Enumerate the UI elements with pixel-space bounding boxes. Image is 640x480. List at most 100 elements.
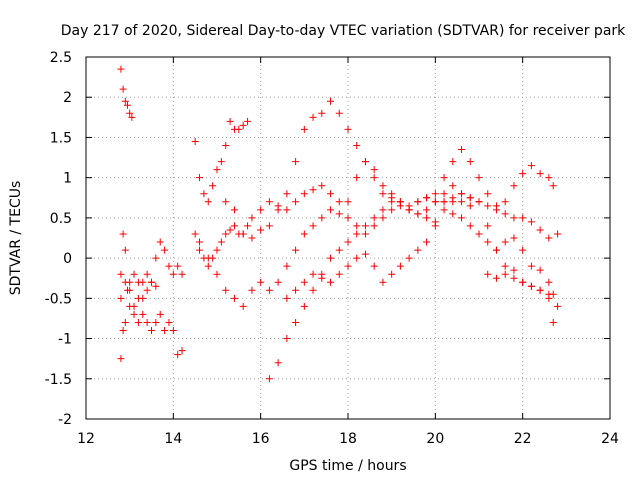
data-point <box>449 158 457 166</box>
data-point <box>119 327 127 335</box>
data-point <box>405 254 413 262</box>
data-point <box>126 109 134 117</box>
data-point <box>126 302 134 310</box>
data-point <box>475 174 483 182</box>
data-point <box>128 113 136 121</box>
data-point <box>248 214 256 222</box>
data-point <box>152 318 160 326</box>
plot-frame <box>85 56 611 420</box>
data-point <box>405 206 413 214</box>
data-point <box>248 234 256 242</box>
data-point <box>300 302 308 310</box>
data-point <box>196 174 204 182</box>
data-point <box>130 270 138 278</box>
data-point <box>283 206 291 214</box>
y-tick-label: 1.5 <box>50 130 72 146</box>
data-point <box>165 262 173 270</box>
data-point <box>545 174 553 182</box>
data-point <box>119 230 127 238</box>
data-point <box>265 375 273 383</box>
data-point <box>510 214 518 222</box>
data-point <box>475 198 483 206</box>
data-point <box>222 198 230 206</box>
data-point <box>174 351 182 359</box>
data-point <box>501 210 509 218</box>
data-point <box>292 246 300 254</box>
data-point <box>217 158 225 166</box>
data-point <box>239 230 247 238</box>
data-point <box>191 137 199 145</box>
data-point <box>300 230 308 238</box>
data-point <box>510 182 518 190</box>
data-point <box>361 158 369 166</box>
data-point <box>361 222 369 230</box>
data-point <box>152 282 160 290</box>
data-point <box>344 198 352 206</box>
data-point <box>117 355 125 363</box>
data-point <box>554 302 562 310</box>
data-point <box>536 226 544 234</box>
data-point <box>484 238 492 246</box>
x-tick-label: 12 <box>77 431 95 447</box>
data-point <box>283 190 291 198</box>
data-point <box>230 206 238 214</box>
data-point <box>239 302 247 310</box>
data-point <box>344 262 352 270</box>
data-point <box>156 238 164 246</box>
data-point <box>353 141 361 149</box>
tick-layer: 12 14 16 18 20 22 24 -2 -1.5 -1 -0.5 0 0.5 1 1.5 2 2.5 <box>45 50 619 447</box>
data-point <box>327 206 335 214</box>
data-point <box>335 198 343 206</box>
data-point <box>257 226 265 234</box>
data-point <box>209 182 217 190</box>
data-point <box>510 234 518 242</box>
data-point <box>130 310 138 318</box>
data-point <box>126 286 134 294</box>
data-point <box>265 198 273 206</box>
data-point <box>148 278 155 286</box>
data-point <box>466 158 474 166</box>
data-point <box>169 270 177 278</box>
data-point <box>379 190 387 198</box>
data-marks <box>117 65 562 383</box>
data-point <box>161 327 169 335</box>
data-point <box>309 286 317 294</box>
data-point <box>309 186 317 194</box>
data-point <box>484 202 492 210</box>
y-tick-label: 0.5 <box>50 211 72 227</box>
data-point <box>379 182 387 190</box>
data-point <box>143 286 151 294</box>
data-point <box>423 214 431 222</box>
data-point <box>300 190 308 198</box>
y-tick-label: -1.5 <box>45 372 72 388</box>
data-point <box>388 198 396 206</box>
data-point <box>230 294 238 302</box>
data-point <box>274 278 282 286</box>
data-point <box>431 222 439 230</box>
data-point <box>458 198 466 206</box>
y-tick-label: 2 <box>63 90 72 106</box>
chart-title: Day 217 of 2020, Sidereal Day-to-day VTE… <box>61 23 626 39</box>
data-point <box>353 254 361 262</box>
data-point <box>222 230 230 238</box>
data-point <box>458 146 466 154</box>
data-point <box>458 190 466 198</box>
series-track-10 <box>283 190 562 310</box>
data-point <box>300 125 308 133</box>
data-point <box>318 109 326 117</box>
data-point <box>423 194 431 202</box>
data-point <box>161 246 169 254</box>
data-point <box>117 65 125 73</box>
data-point <box>379 206 387 214</box>
data-point <box>143 270 151 278</box>
data-point <box>121 97 129 105</box>
series-track-1 <box>117 65 136 121</box>
data-point <box>440 174 448 182</box>
data-point <box>335 270 343 278</box>
y-tick-label: 2.5 <box>50 50 72 66</box>
data-point <box>388 270 396 278</box>
data-point <box>174 262 182 270</box>
data-point <box>191 230 199 238</box>
data-point <box>121 246 129 254</box>
